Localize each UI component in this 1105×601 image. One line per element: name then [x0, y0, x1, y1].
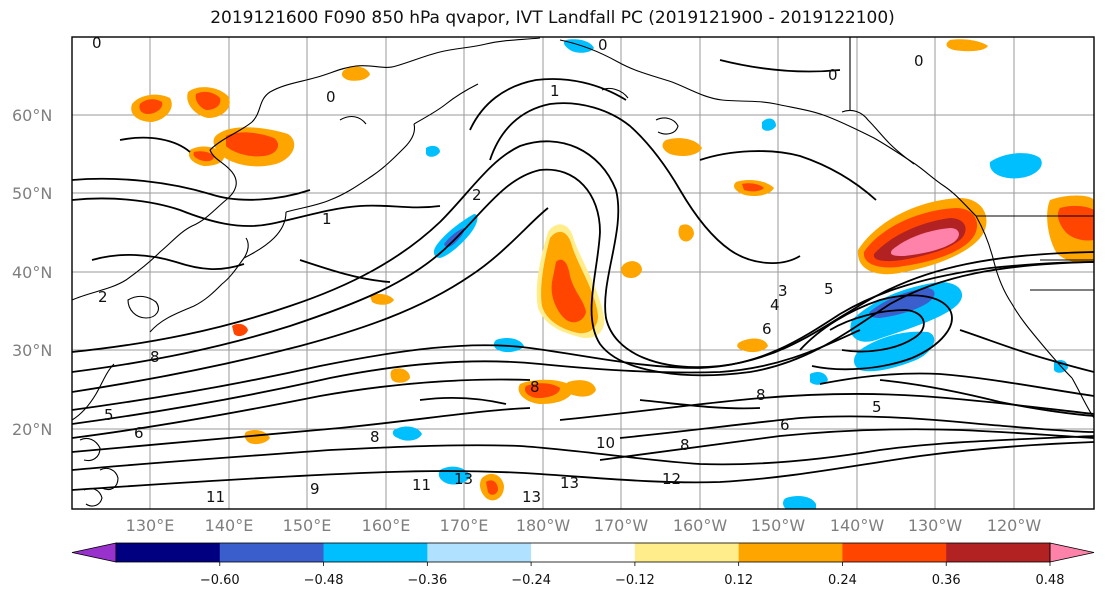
colorbar-extend-high [1049, 542, 1095, 563]
colorbar: −0.60 −0.48 −0.36 −0.24 −0.12 0.12 0.24 0.36 0.4… [71, 542, 1095, 588]
contour-label: 2 [98, 288, 108, 306]
lat-label: 60°N [12, 106, 52, 125]
colorbar-segment [116, 543, 221, 562]
lon-label: 130°E [126, 516, 175, 535]
colorbar-tick-label: −0.60 [200, 573, 240, 588]
colorbar-segment [427, 543, 532, 562]
lat-label: 30°N [12, 341, 52, 360]
colorbar-segments [71, 542, 1095, 563]
contour-label: 5 [104, 406, 114, 424]
colorbar-tick-label: −0.12 [615, 573, 655, 588]
contour-label: 0 [914, 52, 924, 70]
colorbar-frame [115, 542, 1051, 563]
contour-label: 13 [454, 470, 473, 488]
colorbar-segment [531, 543, 636, 562]
lon-label: 180°W [516, 516, 571, 535]
lat-label: 20°N [12, 420, 52, 439]
colorbar-tick-label: −0.48 [304, 573, 344, 588]
lon-label: 130°W [908, 516, 963, 535]
latitude-labels: 60°N 50°N 40°N 30°N 20°N [12, 106, 52, 439]
contour-label: 8 [530, 378, 540, 396]
contour-label: 4 [770, 296, 780, 314]
colorbar-segment [946, 543, 1051, 562]
contour-label: 6 [134, 424, 144, 442]
qvapor-anomaly-fills [131, 39, 1094, 509]
colorbar-segment [323, 543, 428, 562]
colorbar-tick-label: 0.24 [828, 573, 857, 588]
colorbar-tick-label: −0.24 [511, 573, 551, 588]
contour-label: 9 [310, 480, 320, 498]
colorbar-extend-low [71, 542, 117, 563]
coastlines [72, 37, 1094, 507]
contour-label: 6 [780, 416, 790, 434]
lon-label: 170°W [594, 516, 649, 535]
contour-label: 2 [472, 186, 482, 204]
contour-label: 0 [828, 66, 838, 84]
map-frame [71, 36, 1095, 510]
colorbar-ticks: −0.60 −0.48 −0.36 −0.24 −0.12 0.12 0.24 0.36 0.4… [200, 562, 1065, 588]
contour-label: 8 [756, 386, 766, 404]
contour-label: 6 [762, 320, 772, 338]
colorbar-segment [842, 543, 947, 562]
colorbar-tick-label: 0.12 [724, 573, 753, 588]
ivt-contours [72, 59, 1094, 491]
contour-label: 0 [326, 88, 336, 106]
contour-label: 0 [598, 36, 608, 54]
contour-label: 13 [522, 488, 541, 506]
colorbar-segment [634, 543, 740, 562]
contour-label: 11 [412, 476, 431, 494]
colorbar-tick-label: −0.36 [407, 573, 447, 588]
lon-label: 140°W [830, 516, 885, 535]
contour-label: 5 [872, 398, 882, 416]
lon-label: 150°E [283, 516, 332, 535]
contour-label: 8 [150, 348, 160, 366]
colorbar-tick-label: 0.36 [932, 573, 961, 588]
contour-label: 3 [778, 282, 788, 300]
contour-label: 8 [680, 436, 690, 454]
lon-label: 120°W [987, 516, 1042, 535]
lon-label: 160°E [362, 516, 411, 535]
colorbar-segment [219, 543, 325, 562]
contour-label: 5 [824, 280, 834, 298]
lat-label: 40°N [12, 263, 52, 282]
contour-label: 8 [370, 428, 380, 446]
contour-label: 11 [206, 488, 225, 506]
lon-label: 160°W [673, 516, 728, 535]
contour-label: 1 [322, 210, 332, 228]
longitude-labels: 130°E 140°E 150°E 160°E 170°E 180°W 170°… [126, 516, 1042, 535]
lon-label: 140°E [205, 516, 254, 535]
lat-label: 50°N [12, 184, 52, 203]
lon-label: 170°E [440, 516, 489, 535]
map-title: 2019121600 F090 850 hPa qvapor, IVT Land… [210, 8, 895, 28]
contour-label: 1 [550, 82, 560, 100]
colorbar-segment [738, 543, 843, 562]
contour-label: 13 [560, 474, 579, 492]
contour-label: 0 [92, 34, 102, 52]
colorbar-tick-label: 0.48 [1036, 573, 1065, 588]
contour-labels: 0 0 0 0 1 1 2 2 3 5 4 6 8 8 8 8 5 6 6 8 … [92, 34, 924, 506]
contour-label: 12 [662, 470, 681, 488]
contour-label: 10 [596, 434, 615, 452]
lon-label: 150°W [751, 516, 806, 535]
